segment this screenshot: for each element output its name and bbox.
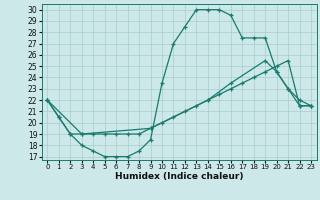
X-axis label: Humidex (Indice chaleur): Humidex (Indice chaleur) xyxy=(115,172,244,181)
